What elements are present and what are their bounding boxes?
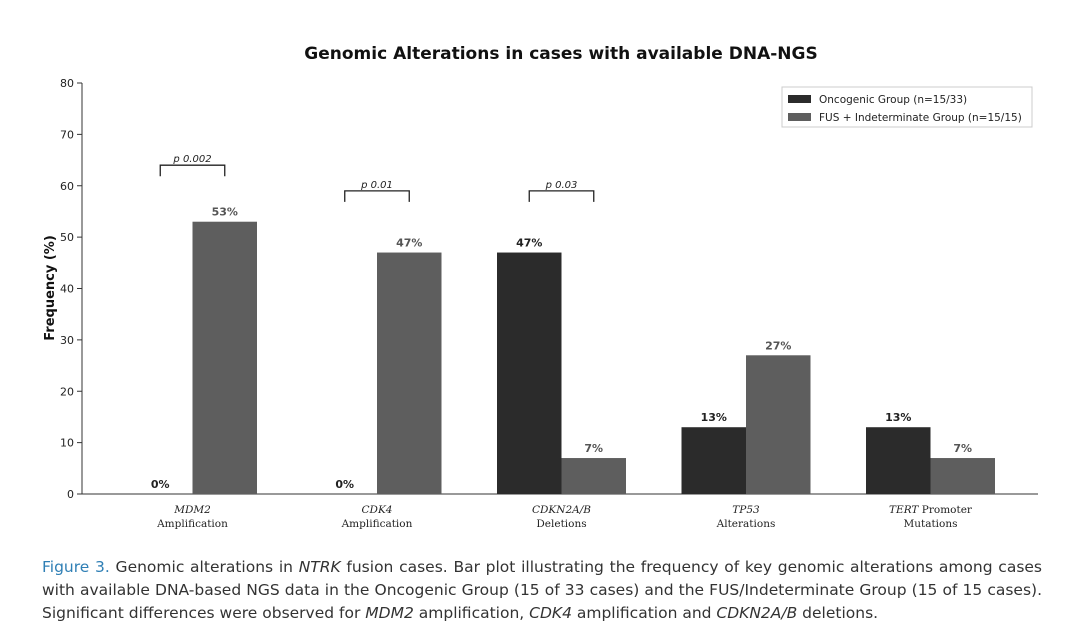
- figure-label: Figure 3.: [42, 558, 110, 576]
- data-label: 13%: [701, 411, 727, 424]
- legend-box: [781, 86, 1033, 128]
- chart-title: Genomic Alterations in cases with availa…: [304, 44, 817, 64]
- y-tick-label: 40: [60, 283, 74, 296]
- y-tick-label: 70: [60, 128, 74, 141]
- data-label: 0%: [335, 478, 354, 491]
- x-tick-label-line2: Mutations: [903, 518, 957, 530]
- caption-text: deletions.: [797, 604, 879, 622]
- data-label: 47%: [516, 237, 542, 250]
- bar: [746, 355, 811, 494]
- x-tick-label: CDKN2A/B: [532, 504, 591, 516]
- data-label: 47%: [396, 237, 422, 250]
- data-label: 7%: [584, 442, 603, 455]
- y-tick-label: 20: [60, 385, 74, 398]
- significance-bracket: [528, 190, 595, 202]
- y-tick-label: 10: [60, 437, 74, 450]
- data-label: 7%: [953, 442, 972, 455]
- data-label: 13%: [885, 411, 911, 424]
- legend-label: Oncogenic Group (n=15/33): [819, 94, 967, 106]
- x-tick-label-line2: Deletions: [536, 518, 586, 530]
- caption-text: Genomic alterations in: [109, 558, 299, 576]
- caption-italic: MDM2: [365, 604, 414, 622]
- caption-italic: CDKN2A/B: [716, 604, 798, 622]
- x-tick-label-italic: MDM2: [173, 504, 211, 516]
- figure-caption: Figure 3. Genomic alterations in NTRK fu…: [42, 556, 1042, 625]
- bar-chart: Genomic Alterations in cases with availa…: [43, 44, 1038, 530]
- x-tick-label-italic: CDKN2A/B: [532, 504, 591, 516]
- x-tick-label: TERT Promoter: [889, 504, 973, 516]
- bar: [192, 221, 257, 494]
- y-tick-label: 50: [60, 231, 74, 244]
- legend-swatch: [788, 95, 811, 103]
- data-label: 27%: [765, 339, 791, 352]
- x-tick-label-line2: Amplification: [341, 518, 413, 530]
- caption-text: amplification and: [571, 604, 717, 622]
- y-tick-label: 60: [60, 180, 74, 193]
- x-tick-label: MDM2: [173, 504, 211, 516]
- significance-bracket: [344, 190, 410, 202]
- x-tick-label-line2: Amplification: [156, 518, 228, 530]
- x-tick-label-italic: TERT: [889, 504, 919, 516]
- data-label: 53%: [212, 206, 238, 219]
- bar: [930, 458, 995, 494]
- y-tick-label: 0: [67, 488, 74, 501]
- bar: [377, 252, 442, 494]
- bar: [866, 427, 931, 494]
- x-tick-label-italic: TP53: [732, 504, 760, 516]
- legend-swatch: [788, 113, 811, 121]
- y-tick-label: 80: [60, 77, 74, 90]
- bar: [561, 458, 626, 494]
- x-tick-label-line2: Alterations: [716, 518, 776, 530]
- p-value-label: p 0.03: [545, 180, 578, 191]
- x-tick-label-suffix: Promoter: [918, 504, 972, 516]
- x-tick-label-italic: CDK4: [362, 504, 393, 516]
- legend-label: FUS + Indeterminate Group (n=15/15): [819, 112, 1022, 124]
- caption-text: amplification,: [413, 604, 530, 622]
- bar: [681, 427, 746, 494]
- p-value-label: p 0.002: [172, 154, 211, 165]
- bar: [497, 252, 562, 494]
- significance-bracket: [159, 164, 226, 177]
- x-tick-label: CDK4: [362, 504, 393, 516]
- y-tick-label: 30: [60, 334, 74, 347]
- y-axis-label: Frequency (%): [43, 235, 58, 341]
- caption-italic: NTRK: [298, 558, 341, 576]
- x-tick-label: TP53: [732, 504, 760, 516]
- caption-italic: CDK4: [529, 604, 572, 622]
- p-value-label: p 0.01: [360, 180, 393, 191]
- data-label: 0%: [151, 478, 170, 491]
